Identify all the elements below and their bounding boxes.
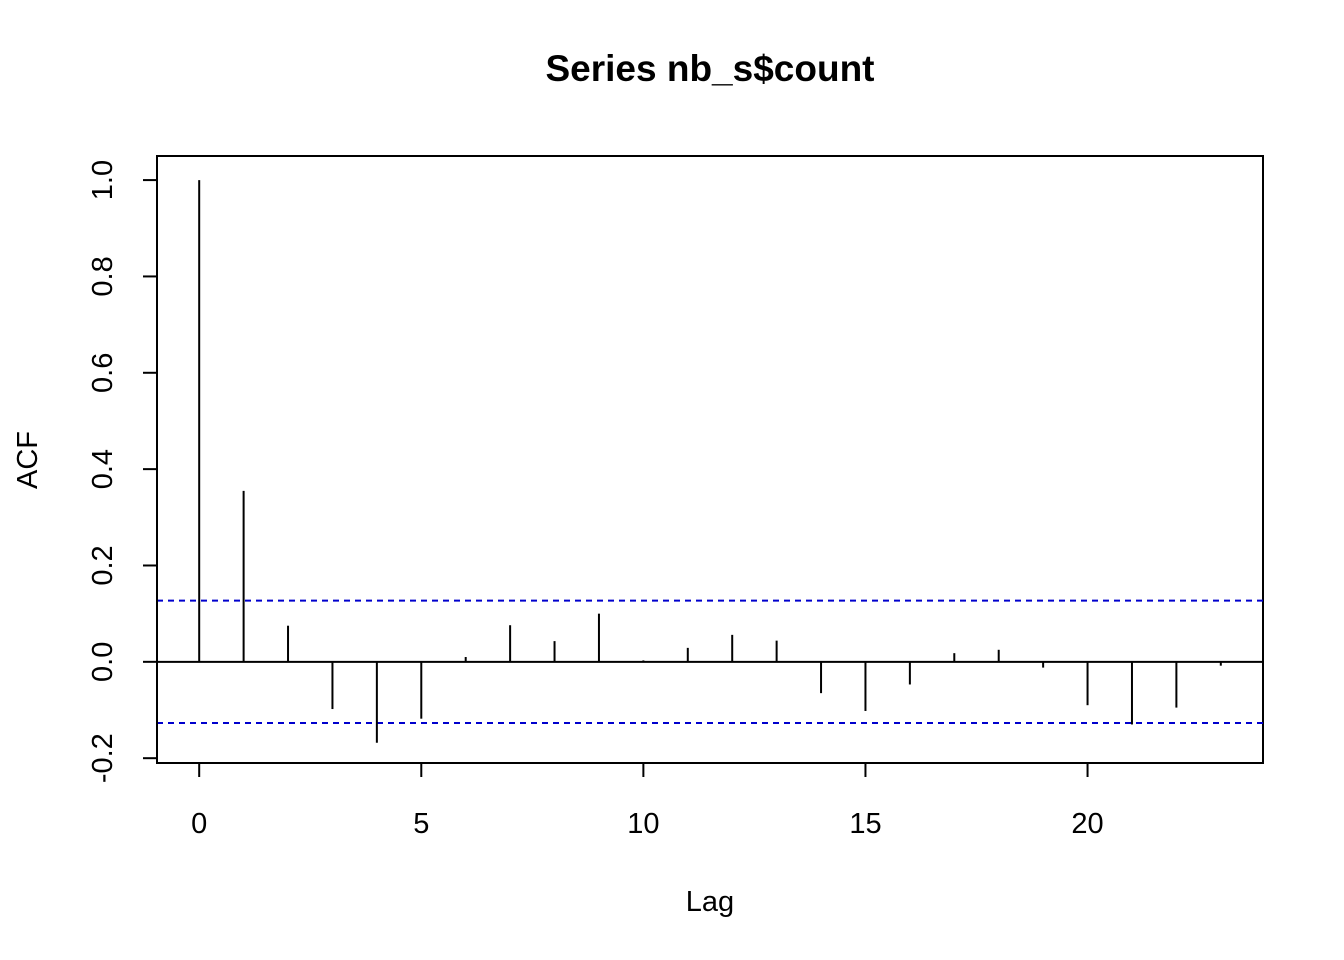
x-tick-label: 5 — [413, 808, 429, 840]
plot-frame — [156, 155, 1264, 764]
y-tick-label: 0.6 — [87, 353, 119, 393]
x-axis-label: Lag — [686, 886, 734, 918]
x-tick-label: 10 — [627, 808, 659, 840]
y-tick-label: 1.0 — [87, 160, 119, 200]
x-tick-label: 20 — [1071, 808, 1103, 840]
acf-spikes — [157, 180, 1263, 743]
y-tick-label: 0.8 — [87, 256, 119, 296]
x-tick-label: 0 — [191, 808, 207, 840]
y-tick-label: 0.4 — [87, 449, 119, 489]
y-axis: -0.2 0.0 0.2 0.4 0.6 0.8 1.0 — [87, 160, 158, 783]
y-tick-label: 0.2 — [87, 545, 119, 585]
y-axis-label: ACF — [12, 431, 44, 489]
y-tick-label: -0.2 — [87, 733, 119, 783]
chart-title: Series nb_s$count — [545, 48, 874, 89]
y-tick-label: 0.0 — [87, 642, 119, 682]
x-axis: 0 5 10 15 20 — [191, 762, 1104, 840]
x-tick-label: 15 — [849, 808, 881, 840]
